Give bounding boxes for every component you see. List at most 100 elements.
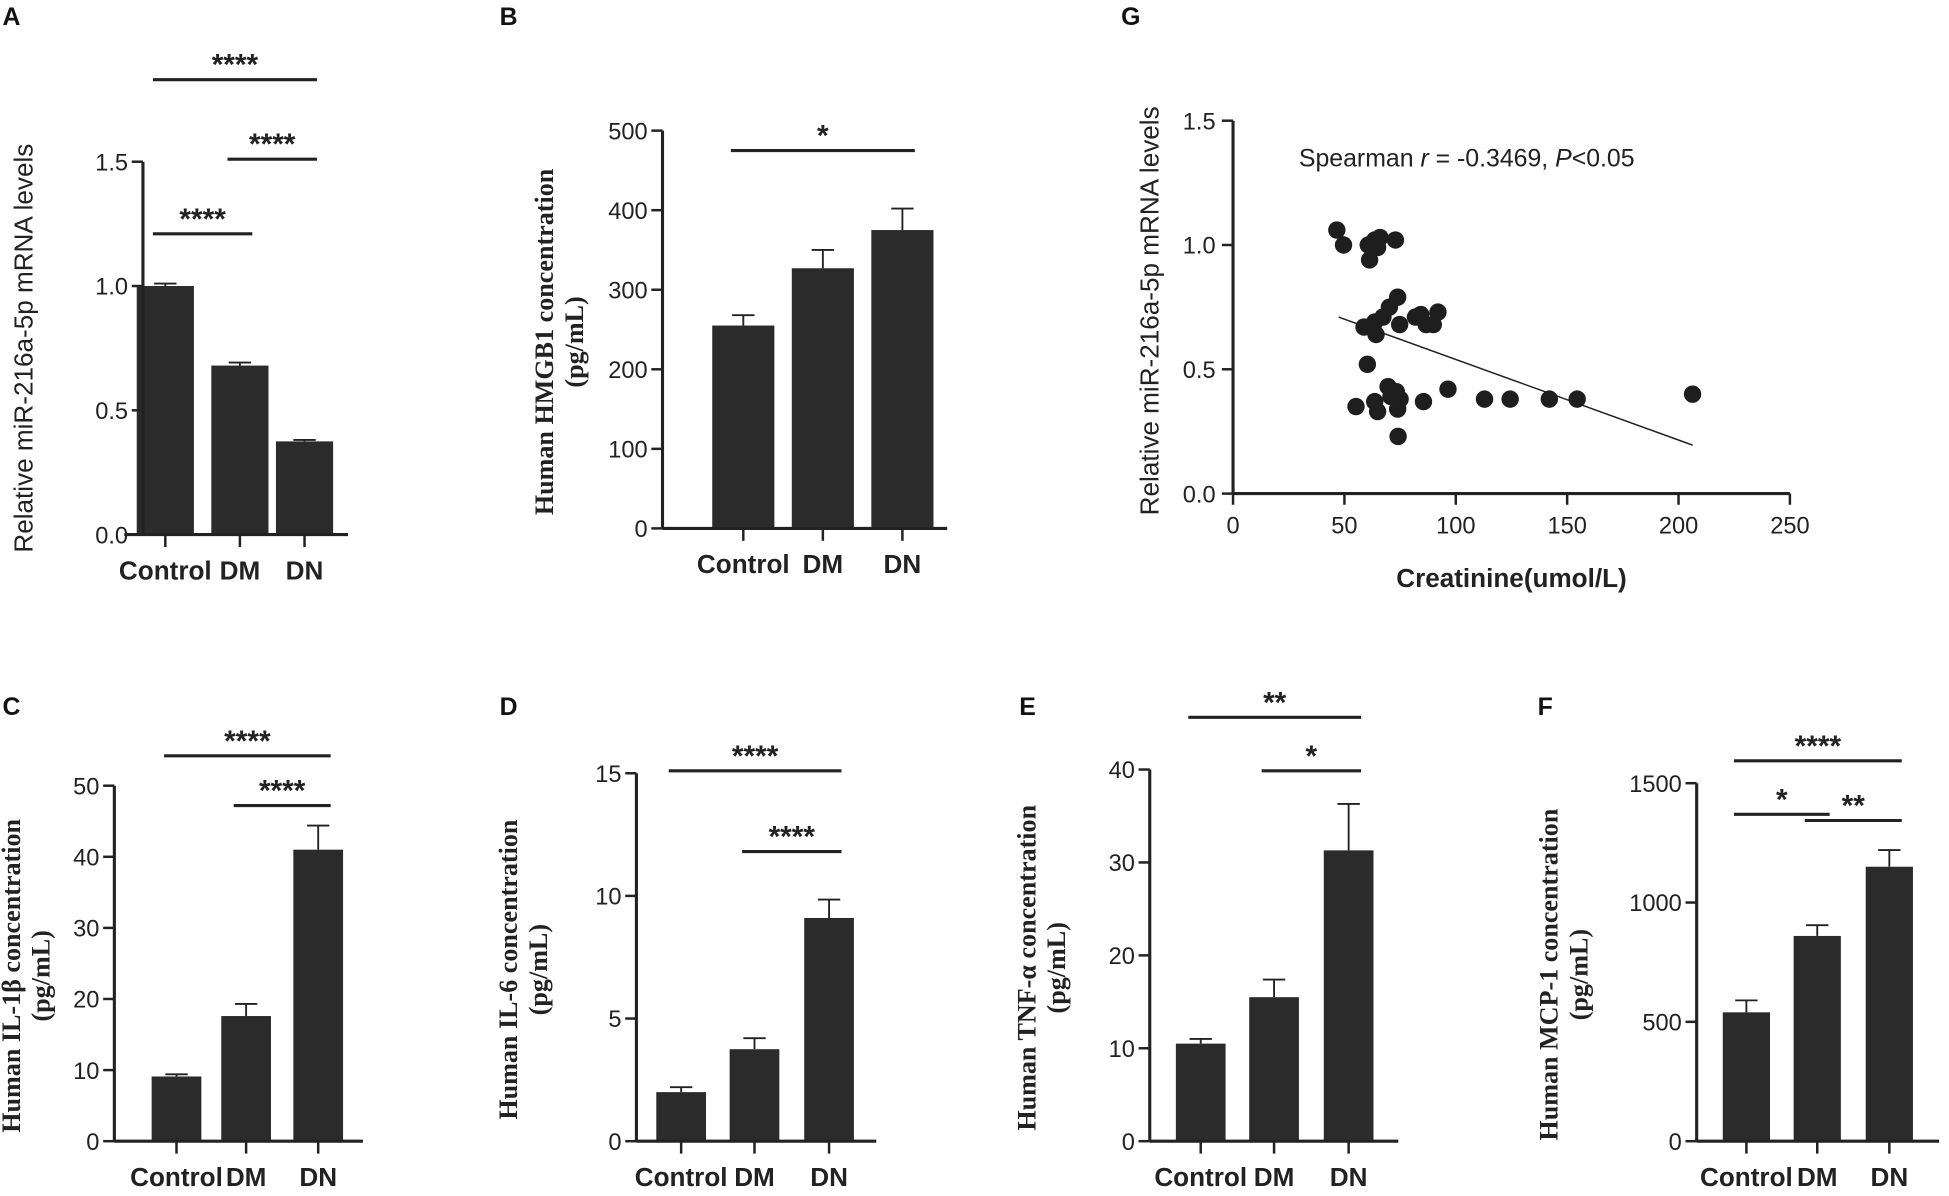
y-tick-label: 0 bbox=[1122, 1130, 1135, 1156]
y-tick-label: 30 bbox=[73, 917, 99, 943]
y-tick-label: 1.0 bbox=[95, 275, 128, 301]
data-point bbox=[1328, 221, 1346, 239]
y-tick-label: 0.0 bbox=[1183, 482, 1216, 508]
data-point bbox=[1368, 402, 1387, 421]
bar-dn bbox=[1865, 866, 1913, 1142]
significance-label: **** bbox=[224, 725, 271, 758]
bar-control bbox=[1722, 1012, 1771, 1142]
y-axis-label-units: (pg/mL) bbox=[27, 930, 56, 1021]
data-point bbox=[1386, 231, 1405, 249]
x-tick-label: DM bbox=[1797, 1162, 1838, 1192]
y-axis-label: Human IL-1β concentration bbox=[0, 818, 26, 1132]
x-tick-label: DM bbox=[1254, 1162, 1295, 1192]
y-tick-label: 200 bbox=[608, 358, 647, 384]
x-tick-label: Control bbox=[119, 555, 212, 585]
annotation-r-symbol: r bbox=[1420, 146, 1430, 173]
y-axis-label: Human TNF-α concentration bbox=[1012, 804, 1041, 1130]
significance-label: **** bbox=[1795, 730, 1842, 763]
panel-e: E Control DM DN 0 10 20 30 40 Human TNF-α concent… bbox=[1012, 686, 1399, 1192]
y-tick-label: 10 bbox=[73, 1059, 99, 1085]
x-tick-label: DN bbox=[299, 1162, 337, 1192]
x-tick-label: 100 bbox=[1436, 513, 1475, 539]
bar-dn bbox=[871, 230, 934, 529]
annotation-r-text: = -0.3469, bbox=[1429, 146, 1555, 173]
y-tick-label: 50 bbox=[73, 774, 99, 800]
bar-dm bbox=[1249, 997, 1299, 1142]
x-tick-label: Control bbox=[130, 1162, 223, 1192]
x-tick-label: DN bbox=[1330, 1162, 1368, 1192]
x-axis-label: Creatinine(umol/L) bbox=[1396, 563, 1627, 593]
bar-dn bbox=[1323, 850, 1374, 1142]
significance-label: **** bbox=[732, 740, 779, 773]
bar-control bbox=[1175, 1043, 1226, 1142]
x-tick-label: DN bbox=[286, 555, 324, 585]
bar-dm bbox=[221, 1016, 271, 1142]
panel-label: F bbox=[1538, 694, 1553, 721]
x-tick-label: DM bbox=[220, 555, 261, 585]
y-tick-label: 1500 bbox=[1629, 772, 1682, 798]
data-point bbox=[1540, 390, 1559, 408]
significance-label: **** bbox=[249, 128, 296, 161]
correlation-annotation: Spearman r = -0.3469, P<0.05 bbox=[1299, 146, 1635, 173]
data-point bbox=[1501, 390, 1519, 408]
x-tick-label: 50 bbox=[1331, 513, 1357, 539]
y-tick-label: 40 bbox=[73, 845, 99, 871]
data-point bbox=[1368, 238, 1387, 257]
panel-b: B Control DM DN 0 100 200 300 400 500 Human HMGB1 … bbox=[500, 4, 948, 579]
x-tick-label: Control bbox=[635, 1162, 728, 1192]
panel-label: D bbox=[500, 694, 518, 721]
x-tick-label: Control bbox=[697, 549, 790, 579]
data-point bbox=[1429, 303, 1447, 321]
y-tick-label: 10 bbox=[595, 885, 621, 911]
x-tick-label: DM bbox=[803, 549, 844, 579]
y-axis-label: Relative miR-216a-5p mRNA levels bbox=[8, 144, 38, 553]
y-axis-label: Human MCP-1 concentration bbox=[1534, 808, 1563, 1140]
x-tick-label: 250 bbox=[1770, 513, 1809, 539]
y-tick-label: 300 bbox=[608, 278, 647, 304]
data-point bbox=[1334, 236, 1353, 254]
y-tick-label: 1.5 bbox=[95, 150, 128, 176]
panel-label: G bbox=[1121, 4, 1140, 31]
panel-g: G 0.0 0.5 1.0 1.5 0 50 100 150 200 250 Creatinine(u… bbox=[1121, 4, 1809, 593]
x-tick-label: DM bbox=[734, 1162, 775, 1192]
x-tick-label: Control bbox=[1700, 1162, 1793, 1192]
bar-dn bbox=[804, 917, 854, 1142]
bar-dm bbox=[211, 365, 269, 535]
y-axis-label-units: (pg/mL) bbox=[1564, 929, 1593, 1020]
panel-label: E bbox=[1019, 694, 1036, 721]
data-point bbox=[1568, 390, 1586, 408]
y-axis-label-units: (pg/mL) bbox=[560, 296, 589, 387]
data-point bbox=[1389, 427, 1407, 446]
bar-dn bbox=[275, 441, 334, 535]
panel-label: B bbox=[500, 4, 518, 31]
bar-dm bbox=[1793, 935, 1841, 1142]
x-tick-label: DM bbox=[226, 1162, 267, 1192]
y-tick-label: 0.0 bbox=[95, 523, 128, 549]
significance-label: **** bbox=[769, 821, 816, 854]
data-point bbox=[1367, 325, 1385, 344]
significance-label: **** bbox=[179, 203, 226, 236]
panel-label: C bbox=[2, 694, 20, 721]
y-tick-label: 5 bbox=[608, 1007, 621, 1033]
data-point bbox=[1414, 392, 1433, 411]
data-point bbox=[1475, 390, 1494, 408]
y-tick-label: 20 bbox=[1109, 944, 1135, 970]
data-point bbox=[1390, 315, 1409, 334]
bar-control bbox=[136, 286, 194, 535]
y-tick-label: 1000 bbox=[1629, 891, 1682, 917]
y-tick-label: 500 bbox=[1642, 1011, 1681, 1037]
y-tick-label: 0 bbox=[1669, 1130, 1682, 1156]
bar-dn bbox=[293, 849, 344, 1142]
significance-label: **** bbox=[212, 49, 259, 82]
y-axis-label: Relative miR-216a-5p mRNA levels bbox=[1134, 106, 1164, 515]
y-tick-label: 0.5 bbox=[1183, 358, 1216, 384]
y-tick-label: 400 bbox=[608, 199, 647, 225]
y-tick-label: 0 bbox=[86, 1130, 99, 1156]
data-point bbox=[1347, 397, 1365, 416]
significance-label: ** bbox=[1263, 686, 1287, 719]
bar-control bbox=[656, 1092, 707, 1142]
y-tick-label: 20 bbox=[73, 988, 99, 1014]
y-axis-label: Human HMGB1 concentration bbox=[530, 168, 559, 515]
y-tick-label: 0 bbox=[634, 517, 647, 543]
